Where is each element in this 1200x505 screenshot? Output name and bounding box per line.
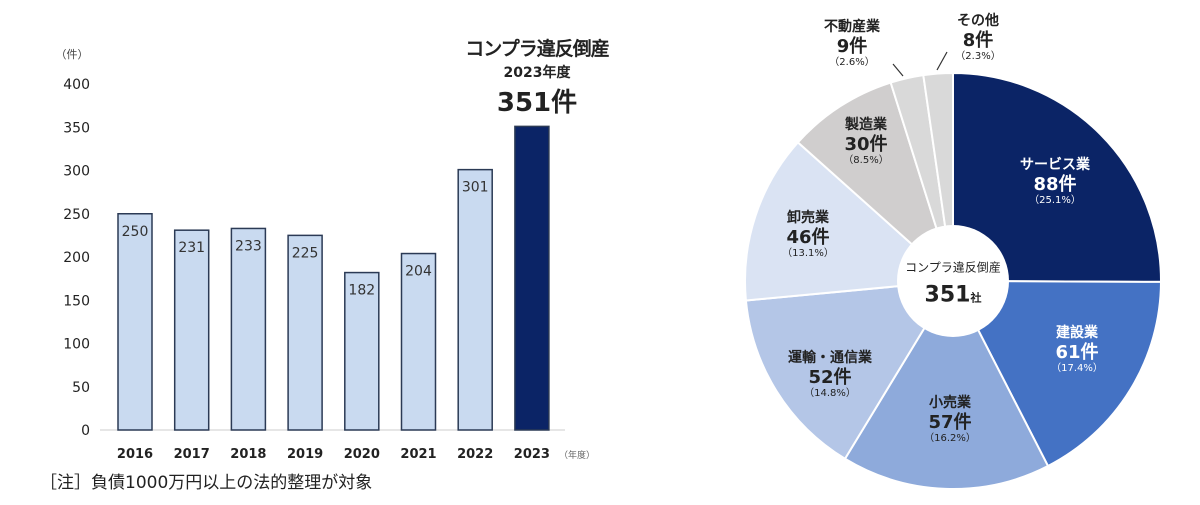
data-label-2022: 301 xyxy=(462,180,489,196)
slice-count: 8件 xyxy=(962,29,994,51)
callout-value: 351件 xyxy=(496,88,578,118)
x-tick-label: 2018 xyxy=(230,447,266,462)
data-label-2018: 233 xyxy=(235,238,262,254)
pie-label-construction: 建設業 61件 （17.4%） xyxy=(1051,325,1103,375)
bar-2018 xyxy=(230,227,267,431)
bar-2020 xyxy=(344,271,380,431)
pie-label-manufacturing: 製造業 30件 （8.5%） xyxy=(843,117,888,167)
x-tick-label: 2023 xyxy=(514,447,550,462)
data-label-2020: 182 xyxy=(348,283,375,299)
data-label-2016: 250 xyxy=(122,224,149,240)
pie-slice-0 xyxy=(952,71,1163,283)
bar-2023 xyxy=(514,125,550,431)
data-label-2019: 225 xyxy=(292,245,319,261)
slice-count: 88件 xyxy=(1033,173,1077,195)
pie-label-transport: 運輸・通信業 52件 （14.8%） xyxy=(788,350,872,400)
slice-name: その他 xyxy=(957,12,999,29)
y-tick-label: 350 xyxy=(63,120,90,136)
bar-2021 xyxy=(400,252,437,431)
x-tick-label: 2016 xyxy=(117,447,153,462)
slice-percent: （13.1%） xyxy=(782,248,834,260)
pie-center-label: コンプラ違反倒産 351社 xyxy=(905,261,1001,310)
pie-label-retail: 小売業 57件 （16.2%） xyxy=(924,395,976,445)
data-label-2021: 204 xyxy=(405,264,432,280)
pie-slice-2 xyxy=(843,278,1050,490)
pie-label-wholesale: 卸売業 46件 （13.1%） xyxy=(782,210,834,260)
center-value: 351 xyxy=(924,283,971,308)
data-label-2017: 231 xyxy=(178,240,205,256)
slice-count: 57件 xyxy=(928,411,972,433)
slice-count: 9件 xyxy=(836,35,868,57)
x-tick-label: 2019 xyxy=(287,447,323,462)
y-axis-label: （件） xyxy=(56,48,89,61)
pie-slice-1 xyxy=(951,279,1163,468)
slice-percent: （25.1%） xyxy=(1029,195,1081,207)
x-axis-label: （年度） xyxy=(559,449,595,461)
pie-label-service: サービス業 88件 （25.1%） xyxy=(1020,157,1090,207)
slice-percent: （2.6%） xyxy=(829,57,875,69)
center-title: コンプラ違反倒産 xyxy=(905,260,1001,275)
pie-slice-5 xyxy=(796,81,956,285)
leader-line-real-estate xyxy=(892,63,904,77)
center-unit: 社 xyxy=(970,292,982,305)
y-tick-label: 400 xyxy=(63,77,90,93)
slice-name: サービス業 xyxy=(1020,156,1090,173)
bar-2019 xyxy=(287,234,323,431)
y-tick-label: 50 xyxy=(72,380,90,396)
bar-chart: （件） 0 50 100 150 200 250 300 350 400 250 2016 231 201… xyxy=(56,48,596,462)
slice-name: 製造業 xyxy=(845,116,887,133)
slice-count: 52件 xyxy=(808,366,852,388)
y-tick-label: 250 xyxy=(63,207,90,223)
y-tick-label: 0 xyxy=(81,423,90,439)
leader-line-other xyxy=(936,51,948,71)
slice-name: 卸売業 xyxy=(787,209,829,226)
pie-label-other: その他 8件 （2.3%） xyxy=(955,13,1000,63)
y-tick-label: 100 xyxy=(63,337,90,353)
slice-count: 61件 xyxy=(1055,341,1099,363)
bar-2017 xyxy=(173,229,210,431)
slice-name: 建設業 xyxy=(1056,324,1098,341)
bar-chart-title: コンプラ違反倒産 xyxy=(465,38,609,60)
y-tick-label: 300 xyxy=(63,164,90,180)
slice-percent: （16.2%） xyxy=(924,433,976,445)
x-tick-label: 2022 xyxy=(457,447,493,462)
x-tick-label: 2017 xyxy=(174,447,210,462)
y-tick-label: 200 xyxy=(63,250,90,266)
x-tick-label: 2020 xyxy=(344,447,380,462)
slice-percent: （2.3%） xyxy=(955,51,1001,63)
slice-name: 運輸・通信業 xyxy=(788,349,872,366)
bar-2022 xyxy=(457,168,493,431)
slice-count: 30件 xyxy=(844,133,888,155)
pie-center-hole xyxy=(897,225,1009,337)
pie-slice-3 xyxy=(744,279,955,461)
slice-name: 小売業 xyxy=(929,394,971,411)
x-tick-label: 2021 xyxy=(400,447,436,462)
slice-name: 不動産業 xyxy=(824,18,880,35)
footnote: ［注］負債1000万円以上の法的整理が対象 xyxy=(40,473,373,493)
slice-percent: （14.8%） xyxy=(804,388,856,400)
y-tick-label: 150 xyxy=(63,293,90,309)
callout-year: 2023年度 xyxy=(503,65,571,81)
pie-label-real-estate: 不動産業 9件 （2.6%） xyxy=(824,19,880,69)
slice-count: 46件 xyxy=(786,226,830,248)
bar-2016 xyxy=(117,213,153,431)
slice-percent: （17.4%） xyxy=(1051,363,1103,375)
slice-percent: （8.5%） xyxy=(843,155,889,167)
